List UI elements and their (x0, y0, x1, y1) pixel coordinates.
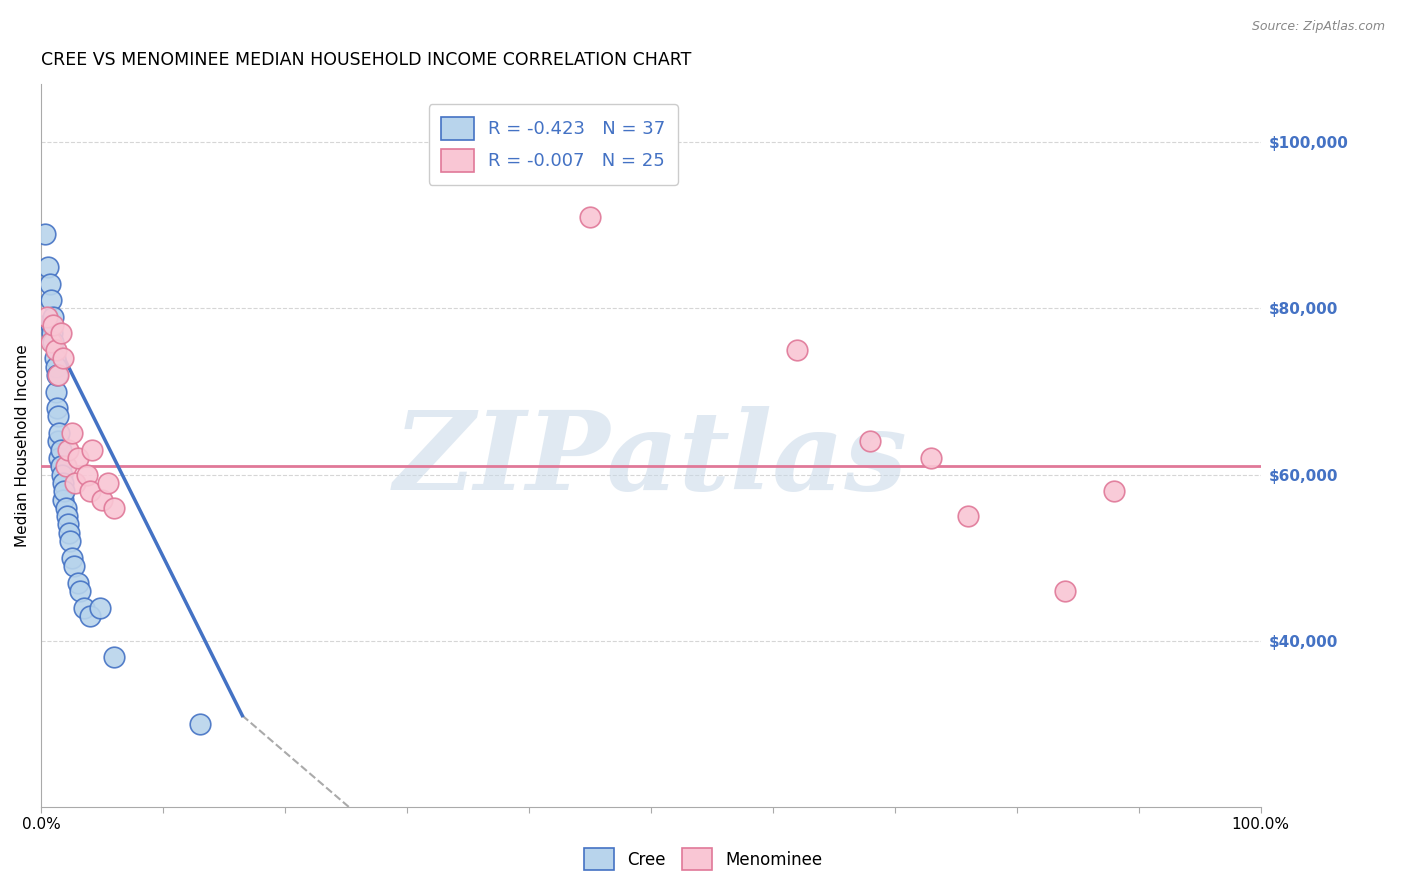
Point (1104, 484, 1126, 499)
Point (49, 459, 72, 474)
Point (42, 334, 65, 349)
Point (55, 459, 77, 474)
Point (46, 409, 69, 424)
Point (97, 475, 120, 490)
Point (55, 500, 77, 515)
Point (52, 475, 75, 490)
Point (45, 384, 67, 399)
Point (46, 368, 69, 382)
Text: CREE VS MENOMINEE MEDIAN HOUSEHOLD INCOME CORRELATION CHART: CREE VS MENOMINEE MEDIAN HOUSEHOLD INCOM… (41, 51, 692, 69)
Point (49, 326, 72, 341)
Point (69, 584, 91, 599)
Point (51, 467, 73, 482)
Point (58, 525, 80, 540)
Point (786, 343, 808, 357)
Point (188, 717, 211, 731)
Point (55, 509, 77, 524)
Point (60, 550, 83, 565)
Point (920, 450, 942, 465)
Point (42, 318, 65, 332)
Point (60, 426, 83, 441)
Point (39, 293, 62, 307)
Point (39, 318, 62, 332)
Point (859, 434, 882, 449)
Text: ZIPatlas: ZIPatlas (394, 406, 908, 514)
Point (41, 326, 63, 341)
Point (44, 351, 66, 366)
Point (45, 343, 67, 357)
Point (76, 467, 98, 482)
Point (49, 442, 72, 457)
Point (48, 426, 70, 441)
Point (42, 310, 65, 324)
Text: Source: ZipAtlas.com: Source: ZipAtlas.com (1251, 20, 1385, 33)
Point (103, 500, 125, 515)
Point (52, 492, 75, 507)
Point (37, 260, 59, 274)
Point (39, 334, 62, 349)
Point (45, 359, 67, 374)
Point (66, 450, 89, 465)
Point (46, 368, 69, 382)
Point (53, 484, 76, 499)
Point (65, 475, 87, 490)
Point (79, 484, 101, 499)
Point (56, 442, 79, 457)
Point (59, 534, 82, 549)
Point (37, 310, 59, 324)
Point (956, 509, 979, 524)
Point (56, 517, 79, 532)
Point (89, 600, 111, 615)
Point (82, 442, 104, 457)
Point (66, 575, 89, 590)
Point (579, 210, 602, 224)
Point (1054, 584, 1077, 599)
Point (46, 434, 69, 449)
Point (73, 600, 96, 615)
Point (103, 650, 125, 665)
Point (52, 351, 75, 366)
Y-axis label: Median Household Income: Median Household Income (15, 344, 30, 547)
Point (63, 559, 86, 574)
Point (48, 450, 70, 465)
Legend: R = -0.423   N = 37, R = -0.007   N = 25: R = -0.423 N = 37, R = -0.007 N = 25 (429, 104, 678, 185)
Legend: Cree, Menominee: Cree, Menominee (576, 842, 830, 877)
Point (79, 608, 101, 623)
Point (34, 227, 56, 241)
Point (91, 492, 114, 507)
Point (46, 401, 69, 416)
Point (38, 277, 60, 291)
